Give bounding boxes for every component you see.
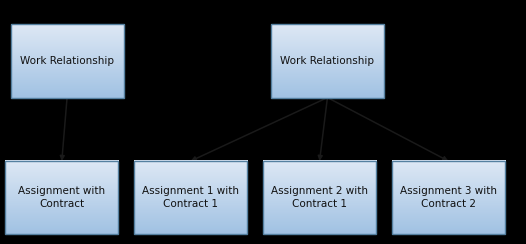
Text: Work Relationship: Work Relationship [20, 56, 114, 66]
Text: Assignment with
Contract: Assignment with Contract [18, 186, 105, 209]
Bar [11, 24, 124, 98]
Text: Assignment 1 with
Contract 1: Assignment 1 with Contract 1 [142, 186, 239, 209]
Text: Assignment 3 with
Contract 2: Assignment 3 with Contract 2 [400, 186, 497, 209]
Bar [5, 161, 118, 234]
Bar [134, 161, 247, 234]
Bar [271, 24, 384, 98]
Bar [263, 161, 376, 234]
Text: Assignment 2 with
Contract 1: Assignment 2 with Contract 1 [271, 186, 368, 209]
Text: Work Relationship: Work Relationship [280, 56, 375, 66]
Bar [392, 161, 505, 234]
